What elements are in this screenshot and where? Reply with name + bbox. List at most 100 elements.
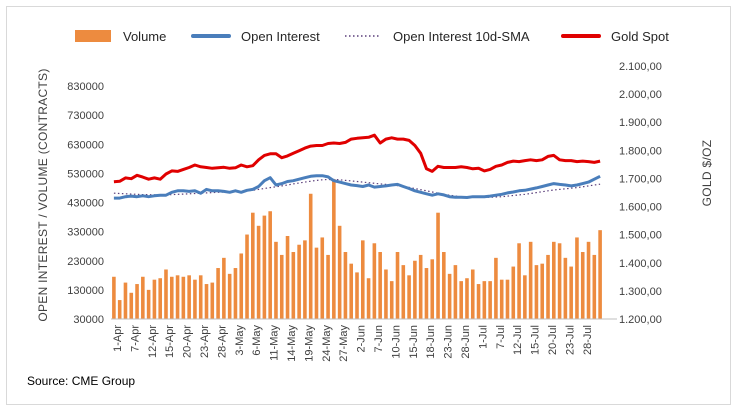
x-tick-label: 1-Apr bbox=[112, 325, 124, 352]
y-left-tick-label: 430000 bbox=[67, 198, 104, 210]
volume-bar bbox=[181, 276, 186, 319]
volume-bar bbox=[222, 257, 226, 319]
volume-bar bbox=[216, 268, 220, 319]
volume-bar bbox=[233, 268, 238, 319]
x-tick-label: 28-Apr bbox=[216, 325, 228, 358]
legend-label-open-interest: Open Interest bbox=[241, 29, 320, 44]
y-right-tick-label: 1.200,00 bbox=[619, 314, 662, 326]
x-tick-label: 28-Jul bbox=[582, 325, 594, 355]
y-right-tick-label: 1.700,00 bbox=[619, 173, 662, 185]
volume-bar bbox=[528, 241, 533, 319]
volume-bar bbox=[343, 252, 348, 319]
y-right-tick-label: 1.300,00 bbox=[619, 286, 662, 298]
volume-bar bbox=[557, 243, 562, 319]
volume-bar bbox=[569, 266, 573, 319]
x-tick-label: 14-May bbox=[286, 325, 298, 362]
volume-bar bbox=[297, 244, 301, 319]
y-right-tick-label: 1.400,00 bbox=[619, 258, 662, 270]
volume-bar bbox=[488, 281, 492, 319]
volume-bar bbox=[227, 273, 232, 319]
volume-bar bbox=[204, 284, 209, 319]
volume-bar bbox=[395, 252, 400, 319]
volume-bar bbox=[169, 276, 174, 319]
volume-bar bbox=[482, 281, 487, 319]
y-left-tick-label: 30000 bbox=[73, 314, 104, 326]
volume-bar bbox=[586, 241, 591, 319]
legend-label-volume: Volume bbox=[123, 29, 166, 44]
x-tick-label: 15-Apr bbox=[164, 325, 176, 358]
y-left-axis-title: OPEN INTEREST / VOLUME (CONTRACTS) bbox=[36, 68, 50, 321]
chart-svg: Volume Open Interest Open Interest 10d-S… bbox=[27, 29, 714, 388]
y-right-tick-label: 1.600,00 bbox=[619, 202, 662, 214]
volume-bar bbox=[459, 281, 463, 319]
y-right-tick-label: 2.100,00 bbox=[619, 61, 662, 73]
volume-bar bbox=[430, 259, 435, 319]
volume-bar bbox=[418, 254, 423, 319]
y-left-tick-labels: 830000 730000 630000 530000 430000 330000 2300… bbox=[67, 81, 104, 326]
volume-bar bbox=[251, 212, 255, 319]
y-right-tick-labels: 2.100,00 2.000,00 1.900,00 1.800,00 1.700,00… bbox=[619, 61, 662, 326]
volume-bar bbox=[193, 279, 197, 319]
x-tick-label: 1-Jul bbox=[477, 325, 489, 349]
volume-bar bbox=[239, 253, 244, 319]
x-tick-label: 6-May bbox=[251, 325, 263, 356]
y-left-tick-label: 530000 bbox=[67, 168, 104, 180]
y-left-tick-label: 130000 bbox=[67, 285, 104, 297]
volume-bar bbox=[308, 193, 313, 319]
volume-bar bbox=[378, 252, 382, 319]
volume-bar bbox=[523, 275, 527, 319]
x-tick-label: 27-May bbox=[338, 325, 350, 362]
volume-bar bbox=[291, 252, 296, 319]
y-left-tick-label: 830000 bbox=[67, 81, 104, 93]
volume-bar bbox=[465, 278, 469, 319]
volume-bar bbox=[117, 300, 122, 319]
volume-bar bbox=[592, 254, 597, 319]
source-note: Source: CME Group bbox=[27, 374, 135, 388]
legend-label-gold-spot: Gold Spot bbox=[611, 29, 669, 44]
x-tick-label: 3-May bbox=[234, 325, 246, 356]
x-tick-label: 18-Jun bbox=[425, 325, 437, 359]
y-left-tick-label: 730000 bbox=[67, 110, 104, 122]
y-right-tick-label: 1.500,00 bbox=[619, 230, 662, 242]
x-tick-label: 24-May bbox=[321, 325, 333, 362]
x-tick-label: 7-Apr bbox=[129, 325, 141, 352]
volume-bar bbox=[175, 275, 180, 319]
volume-bar bbox=[152, 279, 157, 319]
x-tick-label: 12-Jul bbox=[512, 325, 524, 355]
volume-bar bbox=[540, 263, 545, 319]
volume-bar bbox=[349, 263, 354, 319]
volume-bar bbox=[245, 234, 249, 319]
volume-bar bbox=[285, 235, 290, 319]
x-tick-label: 2-Jun bbox=[356, 325, 368, 353]
volume-bar bbox=[511, 266, 516, 319]
volume-bar bbox=[146, 289, 151, 319]
x-tick-label: 20-Apr bbox=[182, 325, 194, 358]
volume-bars bbox=[112, 179, 602, 319]
volume-bar bbox=[141, 276, 145, 319]
volume-bar bbox=[505, 279, 510, 319]
volume-bar bbox=[320, 237, 325, 319]
x-tick-label: 15-Jun bbox=[408, 325, 420, 359]
volume-bar bbox=[476, 284, 481, 319]
x-tick-labels: 1-Apr 7-Apr 12-Apr 15-Apr 20-Apr 23-Apr 28-Apr… bbox=[112, 325, 594, 362]
volume-bar bbox=[366, 278, 371, 319]
gold-spot-line bbox=[113, 133, 601, 184]
volume-bar bbox=[517, 243, 521, 319]
x-tick-label: 20-Jul bbox=[547, 325, 559, 355]
volume-bar bbox=[563, 257, 568, 319]
volume-bar bbox=[447, 273, 452, 319]
volume-bar bbox=[598, 230, 602, 319]
x-tick-label: 15-Jul bbox=[530, 325, 542, 355]
volume-bar bbox=[534, 265, 539, 319]
x-tick-label: 23-Apr bbox=[199, 325, 211, 358]
y-right-axis-title: GOLD $/OZ bbox=[700, 140, 714, 207]
volume-bar bbox=[401, 265, 406, 319]
y-right-tick-label: 1.900,00 bbox=[619, 117, 662, 129]
volume-bar bbox=[123, 282, 128, 319]
volume-bar bbox=[112, 276, 116, 319]
volume-bar bbox=[187, 275, 191, 319]
volume-bar bbox=[552, 241, 556, 319]
volume-bar bbox=[158, 278, 162, 319]
volume-bar bbox=[580, 252, 585, 319]
volume-bar bbox=[268, 211, 272, 319]
